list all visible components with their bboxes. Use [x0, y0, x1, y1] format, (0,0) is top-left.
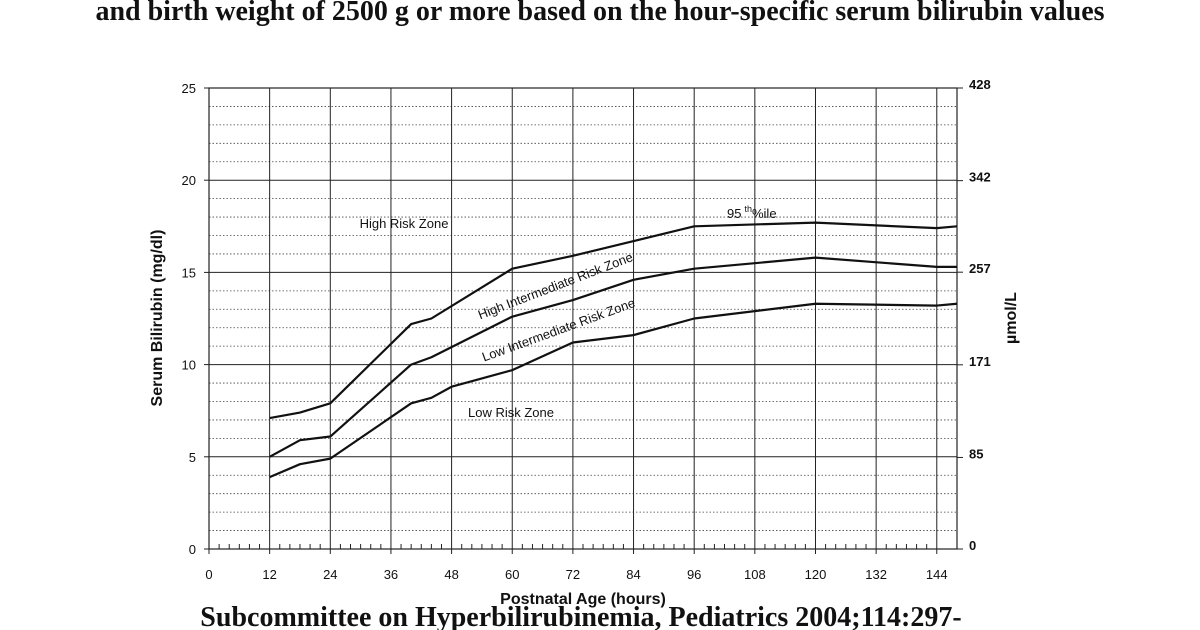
y-tick-label: 10	[182, 358, 196, 373]
percentile-unit: %ile	[752, 206, 777, 221]
x-tick-label: 96	[687, 567, 701, 582]
y2-axis-title: µmol/L	[1003, 292, 1020, 344]
x-tick-label: 108	[744, 567, 766, 582]
series-line	[269, 302, 958, 479]
x-tick-label: 144	[926, 567, 948, 582]
percentile-suffix: th	[744, 204, 752, 214]
x-axis-title: Postnatal Age (hours)	[500, 591, 666, 608]
y-tick-label: 5	[189, 450, 196, 465]
percentile-label: 95 th%ile	[727, 204, 777, 221]
y-axis-title: Serum Bilirubin (mg/dl)	[149, 230, 166, 407]
x-tick-label: 24	[323, 567, 337, 582]
x-tick-label: 84	[626, 567, 640, 582]
x-tick-label: 48	[444, 567, 458, 582]
y2-tick-label: 85	[969, 446, 983, 461]
chart-title: and birth weight of 2500 g or more based…	[95, 0, 1104, 27]
series-line	[269, 256, 957, 458]
caption: Subcommittee on Hyperbilirubinemia, Pedi…	[200, 602, 961, 630]
x-tick-label: 60	[505, 567, 519, 582]
labels: 0 5 10 15 20 25 0 85 171 257 342 428 0 12 24 36 48 60 72 84…	[182, 77, 991, 582]
lines	[269, 221, 958, 479]
x-tick-label: 72	[566, 567, 580, 582]
y-tick-label: 20	[182, 173, 196, 188]
grid	[204, 87, 963, 554]
x-tick-label: 0	[205, 567, 212, 582]
x-tick-label: 120	[805, 567, 827, 582]
x-tick-label: 132	[865, 567, 887, 582]
y2-tick-label: 342	[969, 170, 991, 185]
y2-tick-label: 171	[969, 354, 991, 369]
y-tick-label: 15	[182, 265, 196, 280]
y2-tick-label: 0	[969, 538, 976, 553]
zone-label: High Risk Zone	[360, 216, 449, 231]
zone-label: Low Risk Zone	[468, 405, 554, 420]
series-line	[269, 221, 958, 420]
y-tick-label: 0	[189, 542, 196, 557]
y-tick-label: 25	[182, 81, 196, 96]
x-tick-label: 36	[384, 567, 398, 582]
x-tick-label: 12	[262, 567, 276, 582]
y2-tick-label: 428	[969, 77, 991, 92]
y2-tick-label: 257	[969, 261, 991, 276]
plot-border	[208, 87, 958, 550]
percentile-number: 95	[727, 206, 741, 221]
